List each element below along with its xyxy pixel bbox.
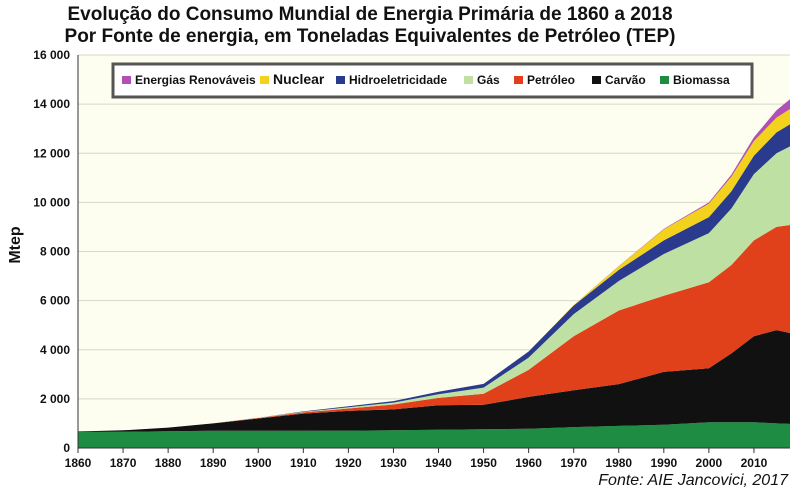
y-tick-label: 10 000 <box>33 195 70 209</box>
x-tick-label: 1920 <box>335 456 362 470</box>
legend-label: Hidroeletricidade <box>349 73 447 87</box>
x-tick-label: 1990 <box>650 456 677 470</box>
x-tick-label: 1980 <box>605 456 632 470</box>
legend-label: Petróleo <box>527 73 575 87</box>
y-tick-label: 16 000 <box>33 48 70 62</box>
chart-title: Evolução do Consumo Mundial de Energia P… <box>67 4 673 25</box>
legend-label: Biomassa <box>673 73 730 87</box>
y-tick-label: 12 000 <box>33 146 70 160</box>
legend-label: Gás <box>477 73 500 87</box>
legend-swatch <box>660 76 669 84</box>
x-tick-label: 1910 <box>290 456 317 470</box>
legend-box <box>111 62 754 99</box>
x-tick-label: 1890 <box>200 456 227 470</box>
x-tick-label: 1950 <box>470 456 497 470</box>
legend-label: Nuclear <box>273 71 325 87</box>
x-tick-label: 1870 <box>110 456 137 470</box>
x-tick-label: 1900 <box>245 456 272 470</box>
x-tick-label: 1860 <box>65 456 92 470</box>
area-petroleo <box>78 225 790 432</box>
area-carvao <box>78 330 790 432</box>
y-tick-label: 8 000 <box>40 245 70 259</box>
legend-swatch <box>464 76 473 84</box>
legend-swatch <box>336 76 345 84</box>
legend-label: Carvão <box>605 73 646 87</box>
x-tick-label: 2010 <box>741 456 768 470</box>
chart-source: Fonte: AIE Jancovici, 2017 <box>598 472 788 489</box>
y-tick-label: 6 000 <box>40 294 70 308</box>
legend-swatch <box>592 76 601 84</box>
y-axis-label: Mtep <box>7 226 24 264</box>
legend-label: Energias Renováveis <box>135 73 256 87</box>
y-tick-label: 4 000 <box>40 343 70 357</box>
x-tick-label: 1940 <box>425 456 452 470</box>
x-tick-label: 2000 <box>696 456 723 470</box>
y-tick-label: 14 000 <box>33 97 70 111</box>
x-tick-label: 1970 <box>560 456 587 470</box>
legend: Energias Renováveis Nuclear Hidroeletricid… <box>111 62 754 99</box>
x-tick-label: 1930 <box>380 456 407 470</box>
y-tick-label: 2 000 <box>40 392 70 406</box>
x-tick-label: 1880 <box>155 456 182 470</box>
x-tick-label: 1960 <box>515 456 542 470</box>
area-gas <box>78 146 790 432</box>
legend-swatch <box>260 76 269 84</box>
y-tick-label: 0 <box>63 441 70 455</box>
legend-swatch <box>514 76 523 84</box>
legend-swatch <box>122 76 131 84</box>
chart-subtitle: Por Fonte de energia, em Toneladas Equiv… <box>64 26 676 47</box>
area-biomassa <box>78 422 790 448</box>
